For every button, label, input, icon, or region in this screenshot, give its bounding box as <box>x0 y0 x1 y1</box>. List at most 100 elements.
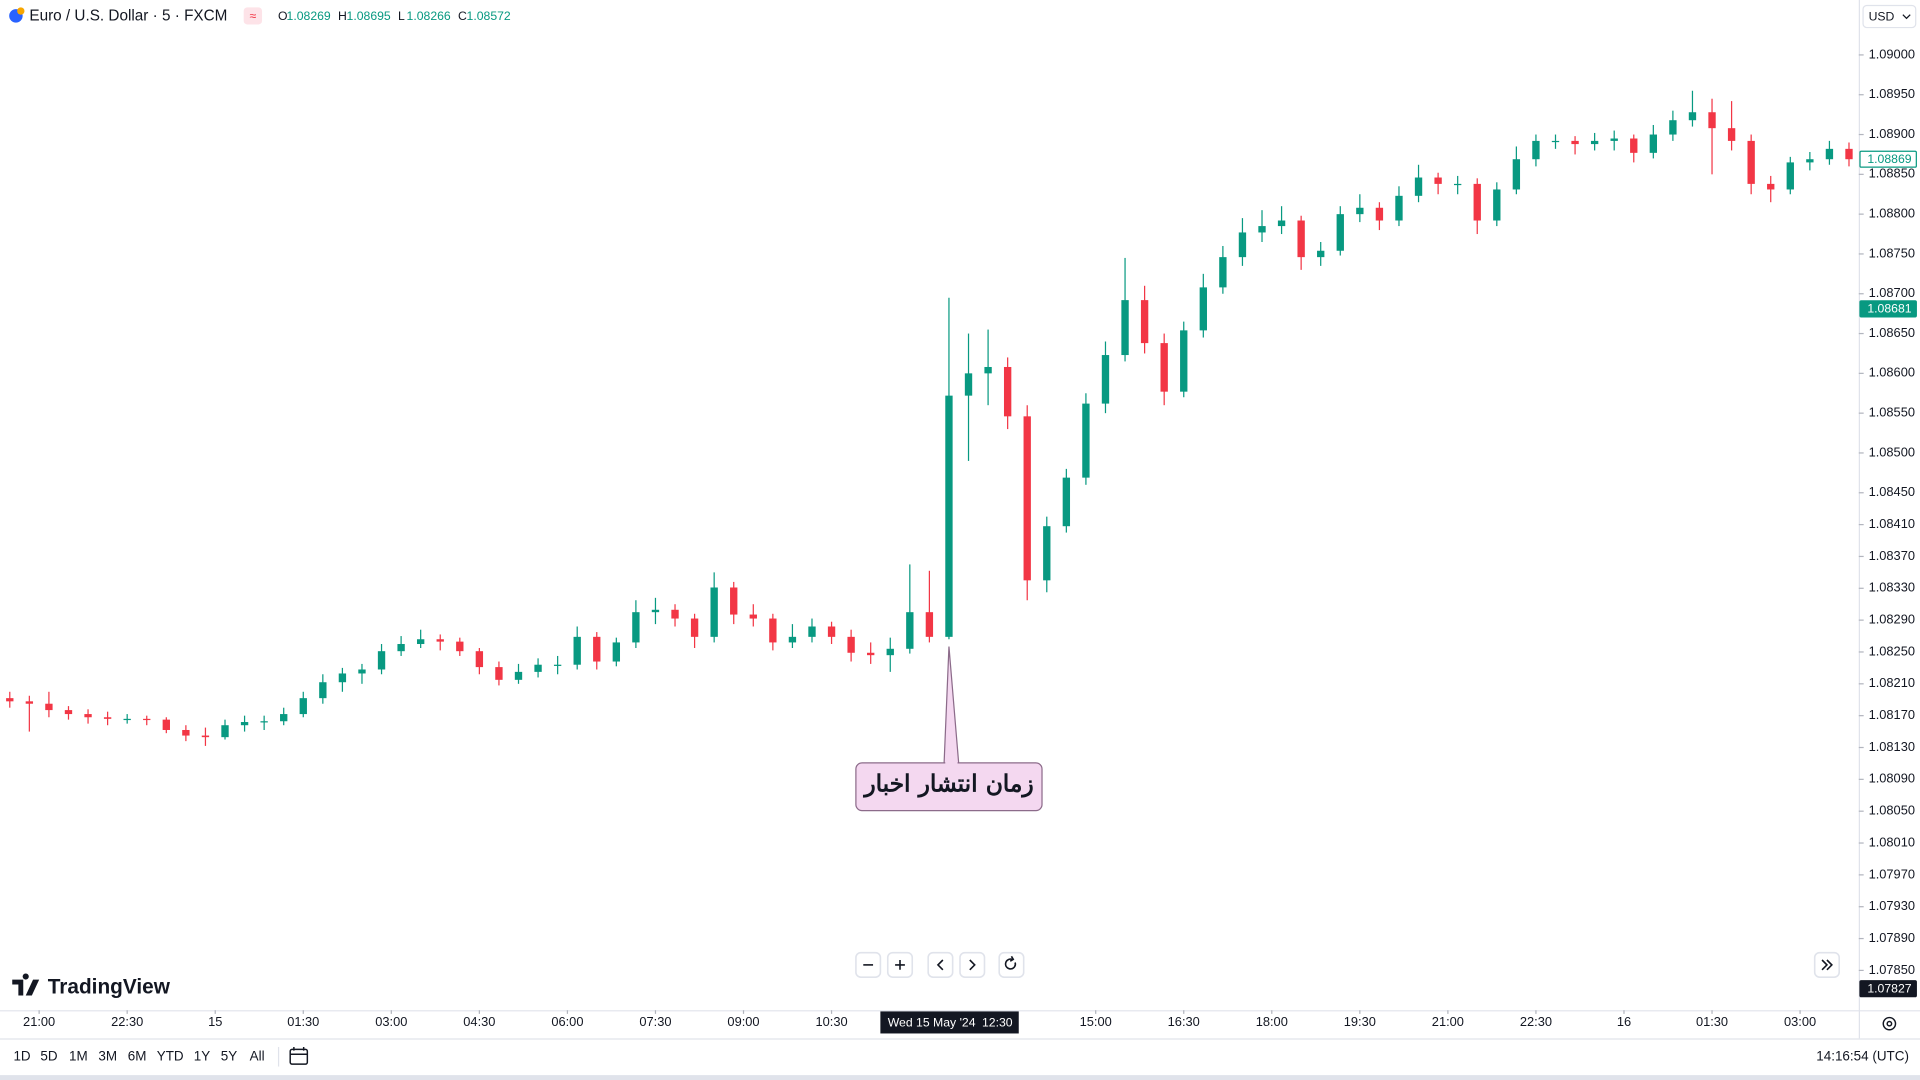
range-button[interactable]: 1Y <box>194 1048 210 1063</box>
y-tick-label: 1.07890 <box>1869 930 1915 945</box>
scroll-right[interactable] <box>959 951 986 978</box>
candle-body <box>1708 112 1716 129</box>
range-button[interactable]: 3M <box>98 1048 117 1063</box>
crosshair-time: 12:30 <box>982 1015 1013 1029</box>
market-status[interactable] <box>243 7 263 25</box>
range-button[interactable]: 1D <box>13 1048 30 1063</box>
candle-body <box>397 644 405 652</box>
x-tick-label: 03:00 <box>1784 1014 1816 1029</box>
candle-body <box>1258 226 1266 233</box>
y-tick-label: 1.08600 <box>1869 365 1915 380</box>
y-tick-label: 1.08290 <box>1869 612 1915 627</box>
x-tick-label: 16 <box>1617 1014 1631 1029</box>
candle-body <box>1453 183 1462 186</box>
symbol-icon <box>17 7 25 15</box>
legend-key: C <box>458 9 467 23</box>
candle-body <box>808 626 816 637</box>
logo <box>12 973 40 996</box>
candle-body <box>1238 232 1247 258</box>
y-tick-label: 1.07970 <box>1869 866 1915 881</box>
x-tick-label: 21:00 <box>23 1014 55 1029</box>
candle-body <box>1493 189 1501 221</box>
price-marker <box>1859 150 1917 168</box>
candle-body <box>1727 128 1736 141</box>
y-tick-label: 1.08090 <box>1869 771 1915 786</box>
bottom-strip <box>0 1075 1920 1080</box>
y-tick-label: 1.07930 <box>1869 898 1915 913</box>
candle-body <box>886 648 894 656</box>
legend-key: L <box>398 9 405 23</box>
range-button[interactable]: 5Y <box>221 1048 237 1063</box>
y-tick-label: 1.08210 <box>1869 675 1915 690</box>
callout-seam <box>945 761 958 766</box>
date-range-button[interactable] <box>289 1046 309 1065</box>
candle-body <box>553 664 562 666</box>
candle-body <box>1669 120 1677 135</box>
y-tick-label: 1.08410 <box>1869 516 1915 531</box>
candle-body <box>945 395 953 637</box>
dropdown-icon <box>1902 14 1911 20</box>
candle-body <box>1101 355 1110 404</box>
candle-body <box>1140 300 1149 344</box>
axis-settings[interactable] <box>1882 1016 1897 1031</box>
candle-body <box>221 725 229 738</box>
candle-body <box>612 642 621 662</box>
legend-value: 1.08266 <box>407 9 451 23</box>
candle-body <box>827 626 836 637</box>
candle-body <box>1747 140 1755 184</box>
candle-body <box>64 710 73 715</box>
range-button[interactable]: 1M <box>69 1048 88 1063</box>
x-tick-label: 03:00 <box>375 1014 407 1029</box>
candle-body <box>45 703 53 711</box>
candle-body <box>847 636 855 653</box>
clock[interactable]: 14:16:54 (UTC) <box>1816 1048 1909 1063</box>
y-tick-label: 1.08250 <box>1869 643 1915 658</box>
x-tick-label: 09:00 <box>727 1014 759 1029</box>
x-tick-label: 10:30 <box>815 1014 847 1029</box>
price-marker <box>1859 980 1917 998</box>
candle-body <box>1786 162 1794 190</box>
legend-key: H <box>338 9 347 23</box>
brand-name: TradingView <box>48 976 171 999</box>
candle-body <box>1845 148 1853 160</box>
candle-body <box>84 714 92 718</box>
candle-body <box>201 735 210 738</box>
symbol-title: Euro / U.S. Dollar · 5 · FXCM <box>29 8 227 25</box>
x-tick-label: 18:00 <box>1256 1014 1288 1029</box>
candle-body <box>6 698 14 702</box>
x-tick-label: 22:30 <box>111 1014 143 1029</box>
callout-text: زمان انتشار اخبار <box>862 770 1033 798</box>
candle-body <box>240 722 249 726</box>
y-tick-label: 1.08900 <box>1869 126 1915 141</box>
legend-value: 1.08572 <box>467 9 511 23</box>
x-tick-label: 19:30 <box>1344 1014 1376 1029</box>
candle-body <box>1062 477 1071 527</box>
reset[interactable] <box>998 951 1025 978</box>
range-button[interactable]: 5D <box>40 1048 57 1063</box>
y-tick-label: 1.08550 <box>1869 405 1915 420</box>
candle-body <box>1317 250 1325 258</box>
candle-body <box>867 652 875 656</box>
candle-body <box>1180 330 1188 392</box>
legend-value: 1.08695 <box>347 9 391 23</box>
candle-body <box>143 718 151 721</box>
candle-body <box>416 639 425 645</box>
candle-body <box>280 714 288 722</box>
candle-body <box>1414 177 1423 196</box>
candle-body <box>749 614 757 619</box>
candle-body <box>495 667 503 680</box>
scroll-left[interactable] <box>927 951 954 978</box>
range-toolbar: 1D 5D 1M 3M 6M YTD 1Y 5Y All <box>13 1048 264 1063</box>
range-button[interactable]: All <box>250 1048 265 1063</box>
candle-body <box>1434 177 1442 184</box>
range-button[interactable]: 6M <box>128 1048 147 1063</box>
range-button[interactable]: YTD <box>157 1048 184 1063</box>
x-tick-label: 01:30 <box>1696 1014 1728 1029</box>
price-marker-label: 1.07827 <box>1867 982 1911 996</box>
currency-button[interactable] <box>1862 4 1917 29</box>
currency-label: USD <box>1869 9 1895 23</box>
candle-body <box>1825 148 1834 160</box>
candle-body <box>1336 214 1344 251</box>
